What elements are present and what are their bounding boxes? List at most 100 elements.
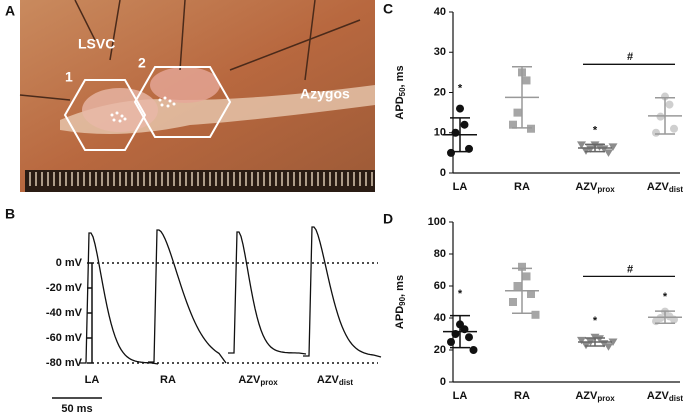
data-point — [518, 262, 526, 271]
error-bar — [512, 267, 532, 314]
ruler-ticks — [29, 172, 373, 186]
panel-label: B — [5, 206, 15, 222]
data-point — [604, 149, 613, 157]
data-point — [531, 310, 540, 319]
trace-label: AZVprox — [238, 374, 278, 387]
data-point — [509, 120, 517, 129]
data-point — [595, 143, 604, 151]
data-point — [513, 108, 522, 117]
level-label: 0 mV — [56, 257, 83, 269]
x-tick-label-sub: dist — [669, 185, 684, 194]
photo-label: LSVC — [78, 36, 115, 52]
trace-label-sub: prox — [260, 378, 278, 387]
y-axis-label-part: , ms — [394, 275, 406, 297]
panel-label: D — [383, 211, 393, 227]
significance-mark: * — [593, 125, 598, 137]
data-point — [604, 343, 613, 351]
bracket-label: # — [627, 263, 633, 275]
data-point — [447, 148, 455, 157]
y-tick-label: 0 — [440, 167, 446, 179]
tissue — [82, 88, 158, 132]
x-tick-label: AZVprox — [575, 181, 615, 194]
data-point — [451, 128, 460, 137]
y-tick-label: 30 — [434, 46, 446, 58]
data-point — [465, 144, 473, 153]
data-point — [652, 128, 660, 137]
data-point — [509, 298, 517, 306]
bracket-label: # — [627, 51, 633, 63]
data-point — [665, 100, 674, 109]
photo-label: 2 — [138, 55, 146, 71]
error-bar — [450, 117, 470, 153]
x-tick-label-sub: dist — [669, 394, 684, 403]
y-tick-label: 10 — [434, 127, 446, 139]
electrode-dots — [110, 96, 176, 123]
y-tick-label: 60 — [434, 280, 446, 292]
y-axis-label-part: APD — [394, 96, 406, 119]
data-point — [599, 145, 609, 153]
x-tick-label-main: AZV — [575, 390, 598, 402]
tissue — [150, 67, 220, 103]
data-point — [656, 112, 665, 121]
x-tick-label-sub: prox — [597, 185, 615, 194]
trace-label: AZVdist — [317, 374, 354, 387]
y-tick-label: 40 — [434, 6, 446, 18]
error-bar — [585, 337, 605, 347]
y-axis-label-part: , ms — [394, 65, 406, 87]
x-tick-label-main: AZV — [647, 390, 670, 402]
level-label: -60 mV — [46, 332, 83, 344]
significance-mark: * — [458, 82, 463, 94]
action-potential-trace — [228, 231, 307, 355]
data-point — [595, 335, 604, 343]
data-point — [527, 290, 535, 298]
x-tick-label: AZVdist — [647, 181, 684, 194]
data-point — [527, 124, 535, 133]
panel-a: A LSVC 1 2 Azygos — [5, 0, 375, 192]
y-tick-label: 0 — [440, 376, 446, 388]
photo-label: Azygos — [300, 86, 350, 102]
y-tick-label: 20 — [434, 86, 446, 98]
y-axis-label-part: 90 — [398, 296, 407, 305]
x-tick-label-main: AZV — [575, 181, 598, 193]
data-point — [456, 104, 464, 113]
x-tick-label: RA — [514, 390, 530, 402]
error-bar — [512, 65, 532, 129]
significance-mark: * — [593, 315, 598, 327]
y-tick-label: 100 — [428, 216, 446, 228]
data-point — [608, 338, 618, 346]
pins — [19, 0, 361, 101]
hexagon — [63, 79, 147, 151]
data-point — [670, 124, 678, 133]
data-point — [522, 272, 531, 281]
action-potential-trace — [303, 226, 382, 358]
error-bar — [585, 143, 605, 153]
x-tick-label-sub: prox — [597, 394, 615, 403]
level-label: -20 mV — [46, 282, 83, 294]
y-tick-label: 20 — [434, 344, 446, 356]
x-tick-label: AZVdist — [647, 390, 684, 403]
level-label: -40 mV — [46, 307, 83, 319]
x-tick-label: AZVprox — [575, 390, 615, 403]
trace-label-main: AZV — [317, 374, 340, 386]
data-point — [469, 346, 478, 354]
error-bar — [450, 314, 470, 349]
data-point — [608, 143, 618, 151]
y-tick-label: 80 — [434, 248, 446, 260]
error-bar — [655, 96, 675, 135]
x-tick-label: RA — [514, 181, 530, 193]
panel-label: A — [5, 3, 15, 19]
level-label: -80 mV — [46, 357, 83, 369]
hexagon — [133, 66, 232, 138]
y-axis-label-part: APD — [394, 306, 406, 329]
x-tick-label: LA — [453, 181, 468, 193]
data-point — [577, 336, 586, 345]
data-point — [513, 282, 522, 290]
action-potential-trace — [80, 232, 159, 365]
data-point — [447, 338, 455, 346]
significance-mark: * — [458, 288, 463, 300]
y-axis-label: APD50, ms — [394, 65, 407, 119]
trace-label-main: AZV — [238, 374, 261, 386]
